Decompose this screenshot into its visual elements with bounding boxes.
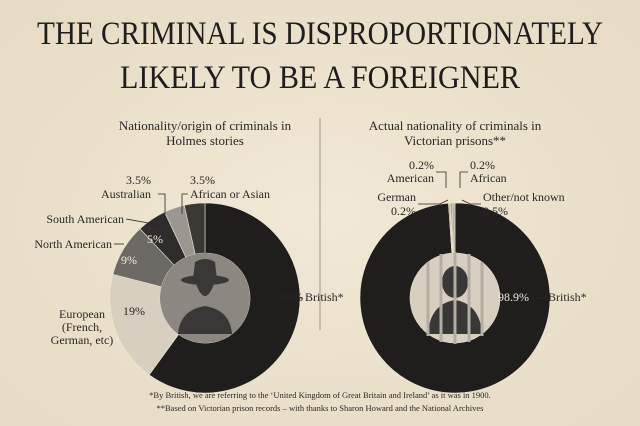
detective-silhouette [178, 259, 232, 334]
footnote: *By British, we are referring to the ‘Un… [149, 390, 491, 400]
donut [359, 202, 551, 394]
value-label: 98.9% [498, 290, 529, 304]
value-label: 5% [147, 232, 163, 246]
chart-title: Actual nationality of criminals in Victo… [368, 118, 542, 148]
value-label: 0.2% [409, 158, 434, 172]
value-label: 9% [121, 253, 137, 267]
title-line: THE CRIMINAL IS DISPROPORTIONATELY [37, 16, 603, 52]
chart-title: Nationality/origin of criminals in Holme… [118, 118, 292, 148]
value-label: 0.2% [470, 158, 495, 172]
value-label: 0.5% [483, 204, 508, 218]
prisoner-silhouette [426, 252, 484, 344]
legend-label: American [386, 171, 434, 185]
leader-lines [114, 171, 546, 299]
legend-label: Other/not known [483, 190, 565, 204]
value-label: 3.5% [126, 173, 151, 187]
legend-label: African [470, 171, 507, 185]
value-label: 19% [123, 304, 145, 318]
legend-label: South American [46, 212, 124, 226]
legend-label: German [377, 190, 416, 204]
legend-label: African or Asian [190, 187, 270, 201]
legend-label: Australian [101, 187, 151, 201]
footnote: **Based on Victorian prison records – wi… [156, 403, 484, 413]
value-label: 3.5% [190, 173, 215, 187]
title-line: LIKELY TO BE A FOREIGNER [120, 60, 520, 96]
legend-label: North American [34, 237, 112, 251]
legend-label: European (French, German, etc) [50, 307, 114, 347]
legend-label: British* [305, 290, 344, 304]
legend-label: British* [548, 290, 587, 304]
value-label: 60% [281, 290, 303, 304]
value-label: 0.2% [391, 204, 416, 218]
